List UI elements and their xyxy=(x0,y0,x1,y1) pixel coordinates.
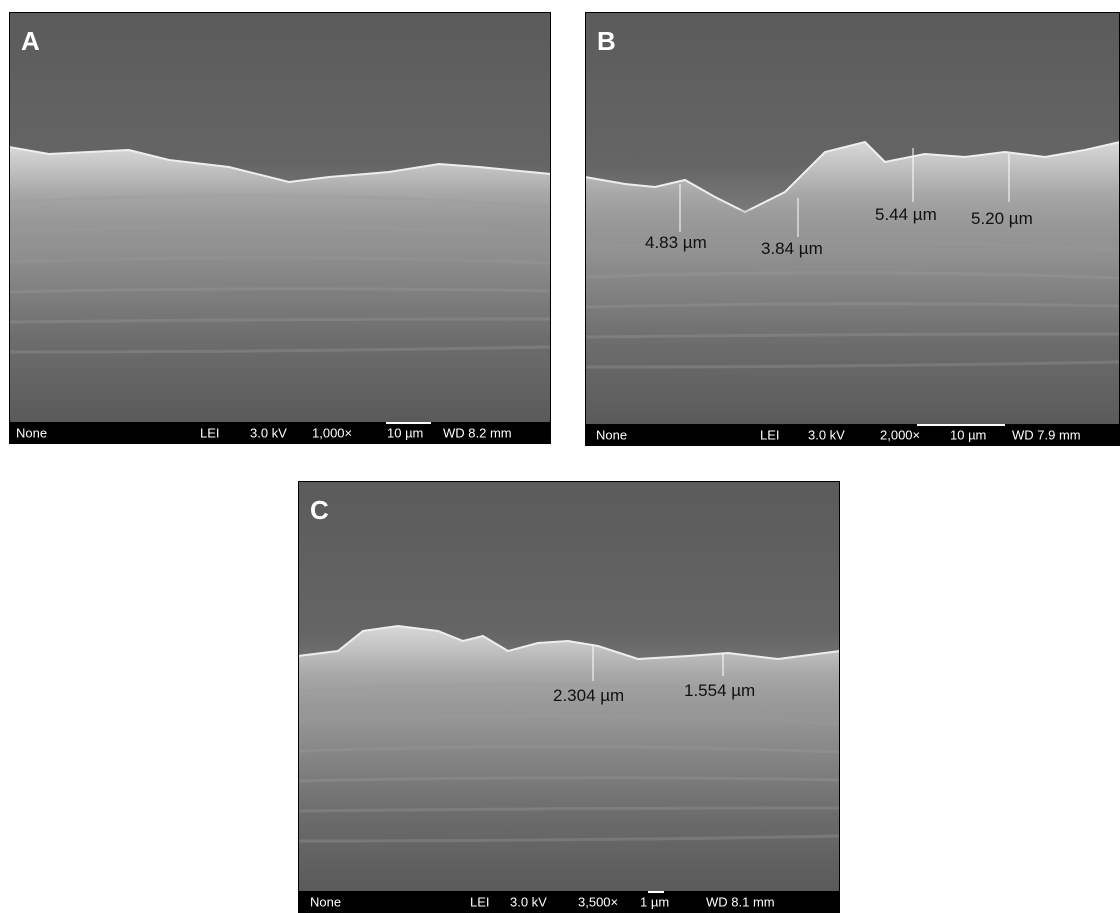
info-text: WD 7.9 mm xyxy=(1012,427,1081,442)
measurement-label: 4.83 µm xyxy=(645,233,707,252)
info-text: LEI xyxy=(760,427,780,442)
measurement-label: 1.554 µm xyxy=(684,681,755,700)
info-text: None xyxy=(596,427,627,442)
info-text: 2,000× xyxy=(880,427,920,442)
info-text: LEI xyxy=(470,894,490,909)
info-text: None xyxy=(16,425,47,440)
sem-panel: A None LEI 3.0 kV 1,000× 10 µm WD 8.2 mm xyxy=(9,12,551,444)
info-text: 3,500× xyxy=(578,894,618,909)
panel-label: C xyxy=(310,495,329,525)
info-text: 3.0 kV xyxy=(250,425,287,440)
info-text: None xyxy=(310,894,341,909)
info-text: LEI xyxy=(200,425,220,440)
info-text: 1 µm xyxy=(640,894,669,909)
measurement-label: 3.84 µm xyxy=(761,239,823,258)
measurement-label: 2.304 µm xyxy=(553,686,624,705)
measurement-label: 5.44 µm xyxy=(875,205,937,224)
measurement-label: 5.20 µm xyxy=(971,209,1033,228)
info-text: 3.0 kV xyxy=(808,427,845,442)
sem-panel: C None LEI 3.0 kV 3,500× 1 µm WD 8.1 mm 2.304 µ… xyxy=(298,481,840,913)
info-text: 1,000× xyxy=(312,425,352,440)
info-text: 10 µm xyxy=(387,425,423,440)
info-text: WD 8.1 mm xyxy=(706,894,775,909)
panel-label: A xyxy=(21,26,40,56)
figure: A None LEI 3.0 kV 1,000× 10 µm WD 8.2 mm B None L… xyxy=(0,0,1120,913)
info-text: 3.0 kV xyxy=(510,894,547,909)
panel-label: B xyxy=(597,26,616,56)
info-text: WD 8.2 mm xyxy=(443,425,512,440)
sem-panel: B None LEI 3.0 kV 2,000× 10 µm WD 7.9 mm 4.83 µ… xyxy=(585,12,1120,446)
info-text: 10 µm xyxy=(950,427,986,442)
